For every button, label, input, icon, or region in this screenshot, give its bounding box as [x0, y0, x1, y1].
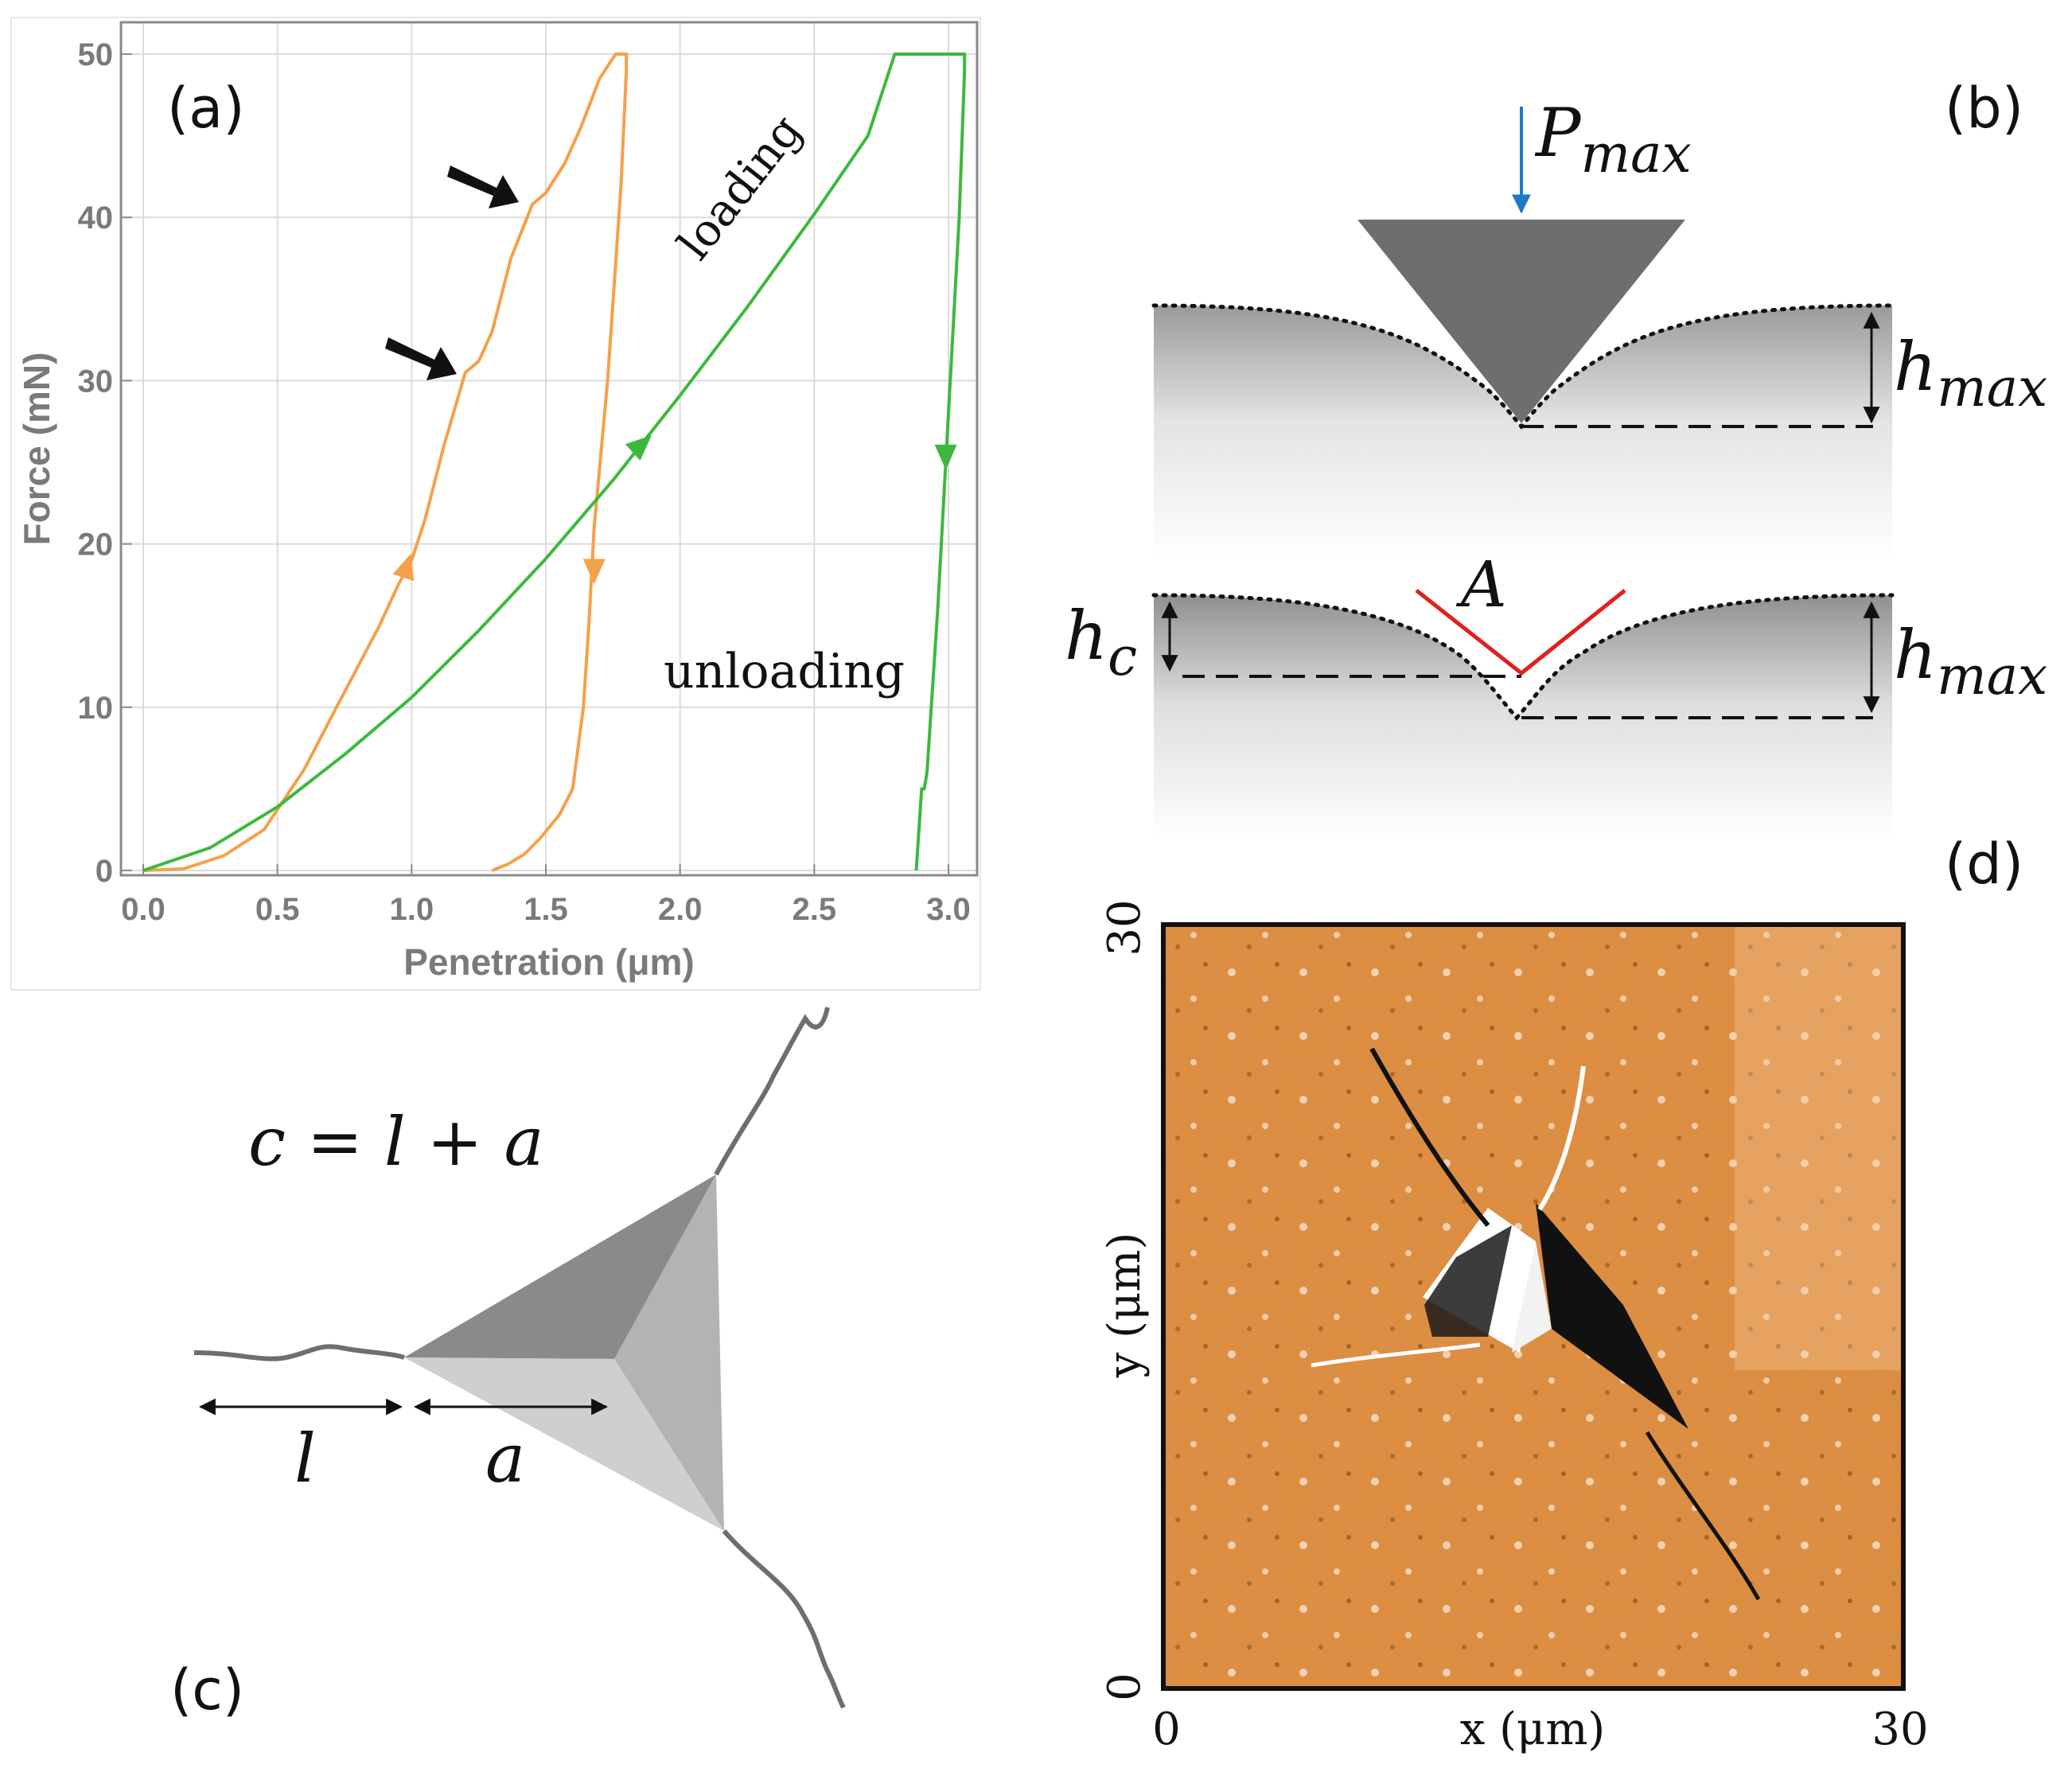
x-axis-label: Penetration (μm): [403, 941, 695, 983]
panel-c-schematic: (c) c = l + a l a: [170, 1007, 846, 1723]
green-unloading-arrow: [934, 444, 957, 470]
l-label: l: [294, 1420, 316, 1498]
afm-y-min: 0: [1099, 1673, 1151, 1701]
y-tick-label: 20: [78, 528, 114, 563]
lower-hmax-label: hmax: [1894, 616, 2047, 707]
pmax-label-main: P: [1534, 94, 1582, 172]
afm-crack-left: [1311, 1342, 1481, 1368]
x-tick-label: 1.0: [390, 892, 434, 927]
series-direction-arrows: [392, 435, 957, 585]
panel-b-schematic: (b) Pmax hmax A hc hmax: [1065, 76, 2047, 839]
series-lines: [142, 53, 967, 872]
area-label: A: [1455, 547, 1507, 621]
hc-label-main: h: [1065, 597, 1108, 675]
x-tick-label: 0.0: [121, 892, 166, 927]
afm-crack-bottom: [1645, 1431, 1761, 1601]
series-line-green: [142, 53, 967, 872]
x-tick-label: 2.5: [793, 892, 837, 927]
y-tick-label: 10: [78, 691, 114, 726]
pmax-label: Pmax: [1534, 94, 1692, 185]
crack-length-equation: c = l + a: [248, 1103, 544, 1181]
unloading-label: unloading: [664, 644, 905, 699]
panel-a-chart: 0.0 0.5 1.0 1.5 2.0 2.5 3.0 0 10 20 30 40 50 Penetr…: [10, 17, 981, 991]
green-loading-arrow: [625, 435, 652, 461]
x-tick-label: 1.5: [524, 892, 568, 927]
panel-d-afm-image: (d) 0 30 x (μm) 0 30 y (μm): [1099, 832, 2023, 1755]
y-axis-label: Force (mN): [16, 352, 57, 546]
lower-hmax-sub: max: [1937, 645, 2047, 707]
upper-hmax-main: h: [1894, 328, 1937, 406]
chart-frame: [10, 17, 981, 991]
y-tick-label: 50: [78, 37, 114, 72]
afm-y-label: y (μm): [1099, 1233, 1151, 1379]
orange-loading-arrow: [392, 553, 415, 582]
crack-top: [714, 1007, 830, 1176]
imprint-facet-right: [614, 1174, 724, 1531]
x-tick-label: 2.0: [658, 892, 703, 927]
contact-area-line: [1415, 589, 1626, 676]
pmax-label-sub: max: [1581, 123, 1692, 185]
panel-label-b: (b): [1945, 76, 2023, 141]
afm-x-max: 30: [1871, 1704, 1928, 1755]
hc-label-sub: c: [1108, 626, 1137, 687]
indenter-tip: [1357, 220, 1685, 423]
imprint-dark-face: [1536, 1203, 1688, 1429]
afm-bright-region: [1735, 925, 1903, 1370]
chart-grid: [121, 22, 977, 875]
series-line-orange: [142, 53, 629, 872]
imprint-facet-top: [404, 1174, 716, 1359]
hc-label: hc: [1065, 597, 1137, 687]
afm-crack-top: [1537, 1065, 1586, 1211]
y-tick-label: 40: [78, 201, 114, 236]
y-tick-label: 0: [95, 854, 113, 889]
panel-label-c: (c): [170, 1657, 244, 1723]
upper-hmax-sub: max: [1937, 357, 2047, 419]
imprint-left-shadow: [1424, 1225, 1512, 1337]
pop-in-arrow-lower: [385, 337, 457, 380]
imprint-center-facet: [1512, 1241, 1552, 1353]
plot-area: [119, 21, 979, 877]
afm-x-min: 0: [1152, 1704, 1181, 1755]
afm-x-label: x (μm): [1460, 1704, 1606, 1755]
afm-y-max: 30: [1099, 899, 1151, 956]
lower-surface-profile: [1154, 586, 1892, 718]
upper-hmax-label: hmax: [1894, 328, 2047, 419]
pop-in-arrow-upper: [447, 166, 519, 208]
panel-label-a: (a): [167, 76, 245, 141]
crack-left: [193, 1344, 405, 1361]
crack-bottom: [722, 1529, 846, 1709]
a-label: a: [485, 1420, 525, 1498]
orange-unloading-arrow: [582, 559, 606, 585]
y-tick-label: 30: [78, 364, 114, 399]
x-tick-label: 3.0: [926, 892, 971, 927]
lower-residual-surface: [1151, 593, 1895, 721]
lower-hmax-main: h: [1894, 616, 1937, 694]
x-ticks: 0.0 0.5 1.0 1.5 2.0 2.5 3.0: [121, 864, 971, 927]
x-tick-label: 0.5: [255, 892, 300, 927]
y-ticks: 0 10 20 30 40 50: [78, 37, 132, 889]
afm-frame: [1161, 922, 1906, 1691]
afm-crack-top-left: [1369, 1047, 1490, 1227]
panel-label-d: (d): [1945, 832, 2023, 897]
